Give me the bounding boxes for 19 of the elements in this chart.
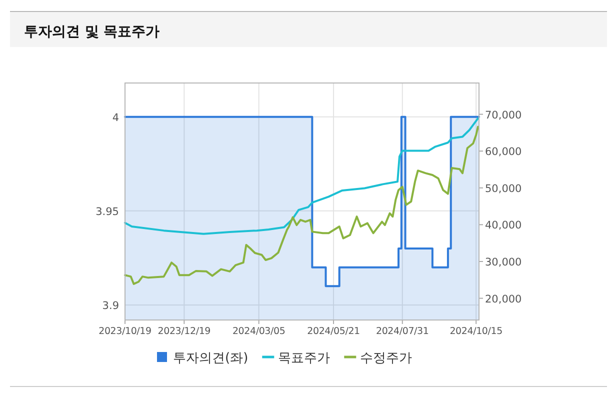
y2-tick-label: 60,000 <box>485 146 522 158</box>
y2-tick-label: 50,000 <box>485 182 522 195</box>
legend-label: 수정주가 <box>360 351 412 366</box>
legend-label: 목표주가 <box>278 351 330 366</box>
x-tick-label: 2024/03/05 <box>232 326 286 337</box>
legend-label: 투자의견(좌) <box>173 351 248 366</box>
y2-tick-label: 40,000 <box>485 220 522 232</box>
x-tick-label: 2024/10/15 <box>450 326 503 337</box>
x-tick-label: 2024/05/21 <box>307 326 360 337</box>
y2-tick-label: 20,000 <box>485 293 522 306</box>
y-tick-label: 4 <box>112 112 120 124</box>
x-tick-label: 2023/10/19 <box>98 326 152 337</box>
x-tick-label: 2023/12/19 <box>158 326 211 337</box>
y2-tick-label: 70,000 <box>485 109 522 122</box>
x-tick-label: 2024/07/31 <box>376 326 429 337</box>
y2-tick-label: 30,000 <box>485 256 522 268</box>
y-tick-label: 3.95 <box>96 206 119 218</box>
y-tick-label: 3.9 <box>102 300 119 312</box>
chart-title: 투자의견 및 목표주가 <box>24 24 160 40</box>
